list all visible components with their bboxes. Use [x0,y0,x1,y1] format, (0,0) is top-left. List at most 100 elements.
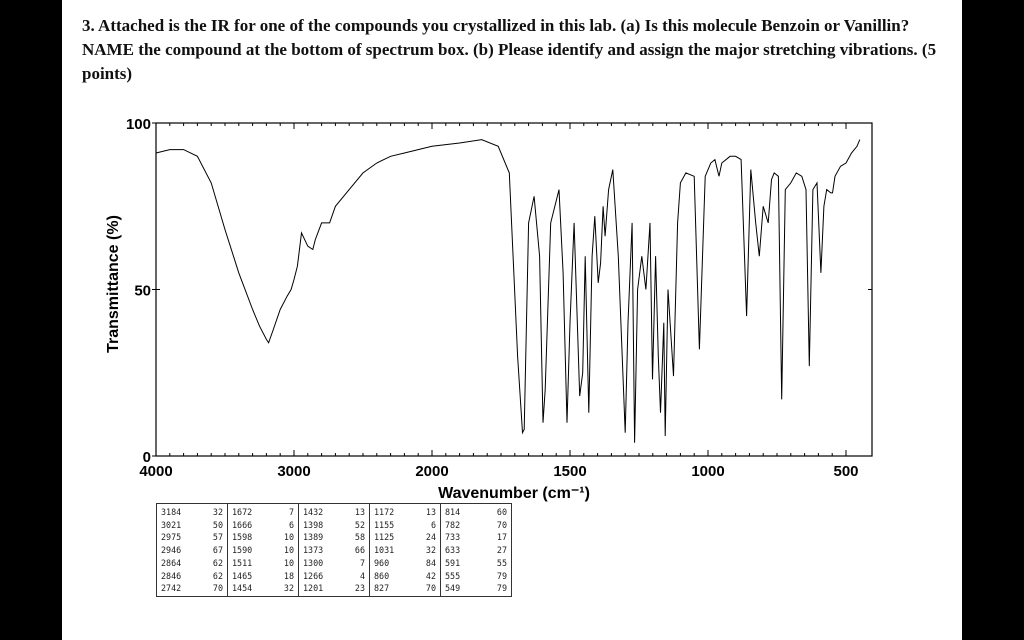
x-axis-label: Wavenumber (cm⁻¹) [438,485,590,502]
peak-wavenumber: 1172 [374,507,395,517]
peak-entry: 814 60 [445,506,507,519]
peak-wavenumber: 1155 [374,519,395,530]
peak-entry: 960 84 [374,557,436,570]
peak-entry: 1155 6 [374,519,436,532]
peak-wavenumber: 733 [445,532,461,543]
peak-wavenumber: 1666 [232,519,253,530]
peak-transmittance: 70 [496,519,507,530]
peak-transmittance: 13 [425,507,436,517]
peak-transmittance: 32 [283,583,294,594]
worksheet-page: 3. Attached is the IR for one of the com… [62,0,962,640]
peak-entry: 1389 58 [303,531,365,544]
peak-transmittance: 4 [359,570,365,581]
x-tick-label: 4000 [139,463,172,480]
peak-entry: 1511 10 [232,557,294,570]
peak-wavenumber: 1398 [303,519,324,530]
peak-transmittance: 58 [354,532,365,543]
peak-entry: 1590 10 [232,544,294,557]
peak-transmittance: 7 [359,557,365,568]
peak-wavenumber: 1266 [303,570,324,581]
peak-transmittance: 6 [288,519,294,530]
x-tick-label: 500 [833,463,858,480]
peak-entry: 1373 66 [303,544,365,557]
x-tick-label: 2000 [415,463,448,480]
peak-wavenumber: 1672 [232,507,253,517]
peak-wavenumber: 2846 [161,570,182,581]
peak-table: 3184 32 3021 50 2975 57 2946 67 2864 62 2846 62 2742… [156,503,512,597]
peak-entry: 1201 23 [303,582,365,595]
question-text: 3. Attached is the IR for one of the com… [82,16,937,83]
peak-entry: 591 55 [445,557,507,570]
peak-wavenumber: 1511 [232,557,253,568]
peak-wavenumber: 2975 [161,532,182,543]
peak-transmittance: 18 [283,570,294,581]
peak-wavenumber: 1300 [303,557,324,568]
peak-transmittance: 42 [425,570,436,581]
peak-entry: 2742 70 [161,582,223,595]
peak-table-column: 814 60 782 70 733 17 633 27 591 55 555 79 549 79 [440,503,512,597]
peak-transmittance: 66 [354,545,365,556]
peak-transmittance: 52 [354,519,365,530]
peak-entry: 1465 18 [232,570,294,583]
peak-entry: 1672 7 [232,506,294,519]
peak-entry: 2864 62 [161,557,223,570]
peak-wavenumber: 1389 [303,532,324,543]
peak-table-row: 3184 32 3021 50 2975 57 2946 67 2864 62 2846 62 2742… [156,503,512,597]
peak-wavenumber: 860 [374,570,390,581]
peak-transmittance: 70 [212,583,223,594]
peak-wavenumber: 1125 [374,532,395,543]
peak-entry: 555 79 [445,570,507,583]
peak-transmittance: 23 [354,583,365,594]
peak-transmittance: 13 [354,507,365,517]
peak-wavenumber: 827 [374,583,390,594]
y-axis-label: Transmittance (%) [105,215,122,353]
peak-entry: 1125 24 [374,531,436,544]
peak-wavenumber: 2864 [161,557,182,568]
peak-transmittance: 62 [212,557,223,568]
peak-entry: 1666 6 [232,519,294,532]
peak-wavenumber: 1598 [232,532,253,543]
peak-entry: 1266 4 [303,570,365,583]
spectrum-line [155,139,861,443]
peak-transmittance: 50 [212,519,223,530]
peak-wavenumber: 1465 [232,570,253,581]
y-tick-label: 100 [126,116,151,133]
peak-table-column: 1432 13 1398 52 1389 58 1373 66 1300 7 1266 4 1201 23 [298,503,370,597]
peak-wavenumber: 2742 [161,583,182,594]
peak-wavenumber: 549 [445,583,461,594]
y-tick-label: 0 [143,449,151,466]
peak-wavenumber: 591 [445,557,461,568]
peak-entry: 1598 10 [232,531,294,544]
peak-entry: 2846 62 [161,570,223,583]
peak-wavenumber: 555 [445,570,461,581]
peak-transmittance: 79 [496,570,507,581]
x-tick-label: 1500 [553,463,586,480]
chart-axes [155,122,873,457]
peak-transmittance: 32 [425,545,436,556]
peak-transmittance: 10 [283,545,294,556]
peak-entry: 733 17 [445,531,507,544]
peak-entry: 2946 67 [161,544,223,557]
peak-entry: 3184 32 [161,506,223,519]
peak-transmittance: 57 [212,532,223,543]
plot-frame [155,122,873,457]
peak-transmittance: 67 [212,545,223,556]
peak-entry: 1454 32 [232,582,294,595]
peak-transmittance: 62 [212,570,223,581]
peak-wavenumber: 2946 [161,545,182,556]
peak-wavenumber: 814 [445,507,461,517]
peak-transmittance: 70 [425,583,436,594]
peak-transmittance: 17 [496,532,507,543]
peak-wavenumber: 1031 [374,545,395,556]
peak-transmittance: 84 [425,557,436,568]
peak-transmittance: 7 [288,507,294,517]
chart-ticks [152,122,872,457]
peak-entry: 1432 13 [303,506,365,519]
peak-wavenumber: 1201 [303,583,324,594]
peak-transmittance: 6 [430,519,436,530]
x-tick-label: 1000 [691,463,724,480]
peak-entry: 633 27 [445,544,507,557]
peak-wavenumber: 3184 [161,507,182,517]
peak-transmittance: 24 [425,532,436,543]
peak-entry: 1300 7 [303,557,365,570]
